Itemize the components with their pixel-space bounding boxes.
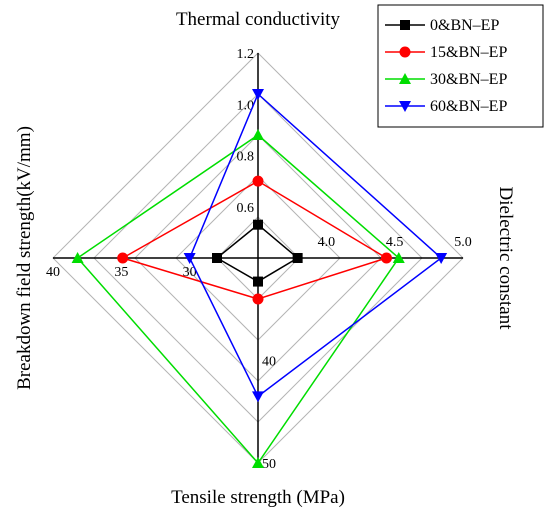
data-point	[435, 253, 448, 264]
data-point	[292, 253, 303, 263]
axis-title-tensile: Tensile strength (MPa)	[171, 487, 345, 508]
data-point	[117, 252, 129, 264]
legend-marker-2	[399, 73, 411, 84]
data-point	[183, 253, 196, 264]
legend-marker-0	[400, 20, 410, 30]
data-point	[252, 89, 264, 100]
axis-title-breakdown: Breakdown field strength(kV/mm)	[14, 126, 35, 390]
tick-label-thermal: 1.2	[237, 47, 255, 62]
tick-label-dielectric: 5.0	[454, 235, 472, 250]
series-line-2	[76, 134, 400, 465]
tick-label-thermal: 0.8	[237, 150, 255, 165]
tick-label-tensile: 40	[262, 355, 276, 370]
tick-label-breakdown: 40	[46, 265, 60, 280]
legend-label-1: 15&BN–EP	[430, 44, 507, 61]
tick-label-breakdown: 35	[114, 265, 128, 280]
data-point	[252, 457, 264, 468]
legend: 0&BN–EP 15&BN–EP 30&BN–EP 60&BN–EP	[377, 4, 544, 128]
data-point	[253, 219, 263, 230]
legend-label-2: 30&BN–EP	[430, 71, 507, 88]
tick-label-dielectric: 4.0	[318, 235, 336, 250]
axis-title-thermal: Thermal conductivity	[176, 9, 341, 30]
radar-series	[71, 89, 448, 468]
radar-tick-labels: 0.6 0.8 1.0 1.2 4.0 4.5 5.0 40 50 30 35 40	[46, 47, 472, 472]
data-point	[253, 276, 263, 287]
legend-marker-3	[399, 101, 411, 112]
legend-marker-1	[399, 46, 411, 58]
legend-label-3: 60&BN–EP	[430, 98, 507, 115]
data-point	[392, 252, 405, 263]
data-point	[71, 252, 84, 263]
axis-title-dielectric: Dielectric constant	[495, 187, 516, 331]
tick-label-thermal: 1.0	[237, 98, 255, 113]
data-point	[380, 252, 392, 264]
tick-label-breakdown: 30	[183, 265, 197, 280]
tick-label-dielectric: 4.5	[386, 235, 404, 250]
data-point	[252, 293, 264, 305]
tick-label-tensile: 50	[262, 457, 276, 472]
data-point	[252, 175, 264, 187]
legend-label-0: 0&BN–EP	[430, 17, 499, 34]
data-point	[252, 129, 264, 140]
data-point	[212, 253, 222, 263]
data-point	[252, 391, 264, 403]
tick-label-thermal: 0.6	[237, 201, 255, 216]
